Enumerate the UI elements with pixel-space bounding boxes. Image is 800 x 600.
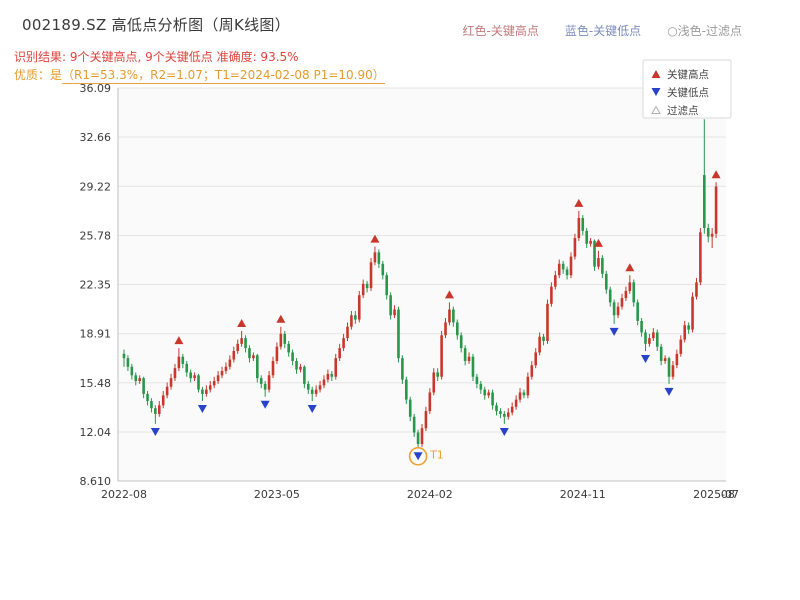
svg-text:2024-11: 2024-11: [560, 488, 606, 501]
svg-text:2023-05: 2023-05: [254, 488, 300, 501]
t1-ring: [408, 446, 428, 466]
legend-key-high-label: 红色-关键高点: [462, 24, 539, 38]
legend-filter-label: ○浅色-过滤点: [667, 24, 742, 38]
recognition-result: 识别结果: 9个关键高点, 9个关键低点 准确度: 93.5%: [14, 50, 299, 64]
candlesticks: [122, 119, 718, 449]
svg-text:2022-08: 2022-08: [101, 488, 147, 501]
quality-prefix: 优质：是: [14, 68, 63, 82]
svg-text:22.35: 22.35: [80, 279, 112, 292]
svg-text:25.78: 25.78: [80, 229, 112, 242]
svg-text:18.91: 18.91: [80, 328, 112, 341]
svg-text:36.09: 36.09: [80, 82, 112, 95]
page-title: 002189.SZ 高低点分析图（周K线图）: [22, 16, 291, 34]
svg-text:15.48: 15.48: [80, 377, 112, 390]
y-axis: 8.610 12.04 15.48 18.91 22.35 25.78 29.22 32.66…: [80, 82, 112, 488]
quality-detail: （R1=53.3%，R2=1.07；T1=2024-02-08 P1=10.90…: [62, 68, 385, 84]
legend-triangle-up-icon: [651, 70, 661, 78]
t1-label: T1: [429, 448, 444, 461]
key-low-markers: [150, 327, 674, 461]
legend-triangle-down-icon: [651, 88, 661, 96]
svg-text:29.22: 29.22: [80, 180, 112, 193]
svg-text:8.610: 8.610: [80, 475, 112, 488]
svg-text:关键高点: 关键高点: [667, 68, 709, 81]
t1-highlight: T1: [408, 446, 444, 466]
svg-text:2024-02: 2024-02: [407, 488, 453, 501]
svg-text:12.04: 12.04: [80, 426, 112, 439]
svg-text:32.66: 32.66: [80, 131, 112, 144]
quality-line: 优质：是（R1=53.3%，R2=1.07；T1=2024-02-08 P1=1…: [14, 66, 385, 84]
svg-text:2025-07: 2025-07: [693, 488, 739, 501]
svg-text:关键低点: 关键低点: [667, 86, 709, 99]
svg-text:08: 08: [721, 488, 735, 501]
legend-triangle-outline-icon: [651, 105, 661, 114]
svg-text:过滤点: 过滤点: [667, 104, 699, 117]
legend-key-low-label: 蓝色-关键低点: [564, 24, 642, 38]
key-high-markers: [174, 170, 721, 345]
color-legend: 红色-关键高点 蓝色-关键低点 ○浅色-过滤点: [463, 22, 743, 39]
